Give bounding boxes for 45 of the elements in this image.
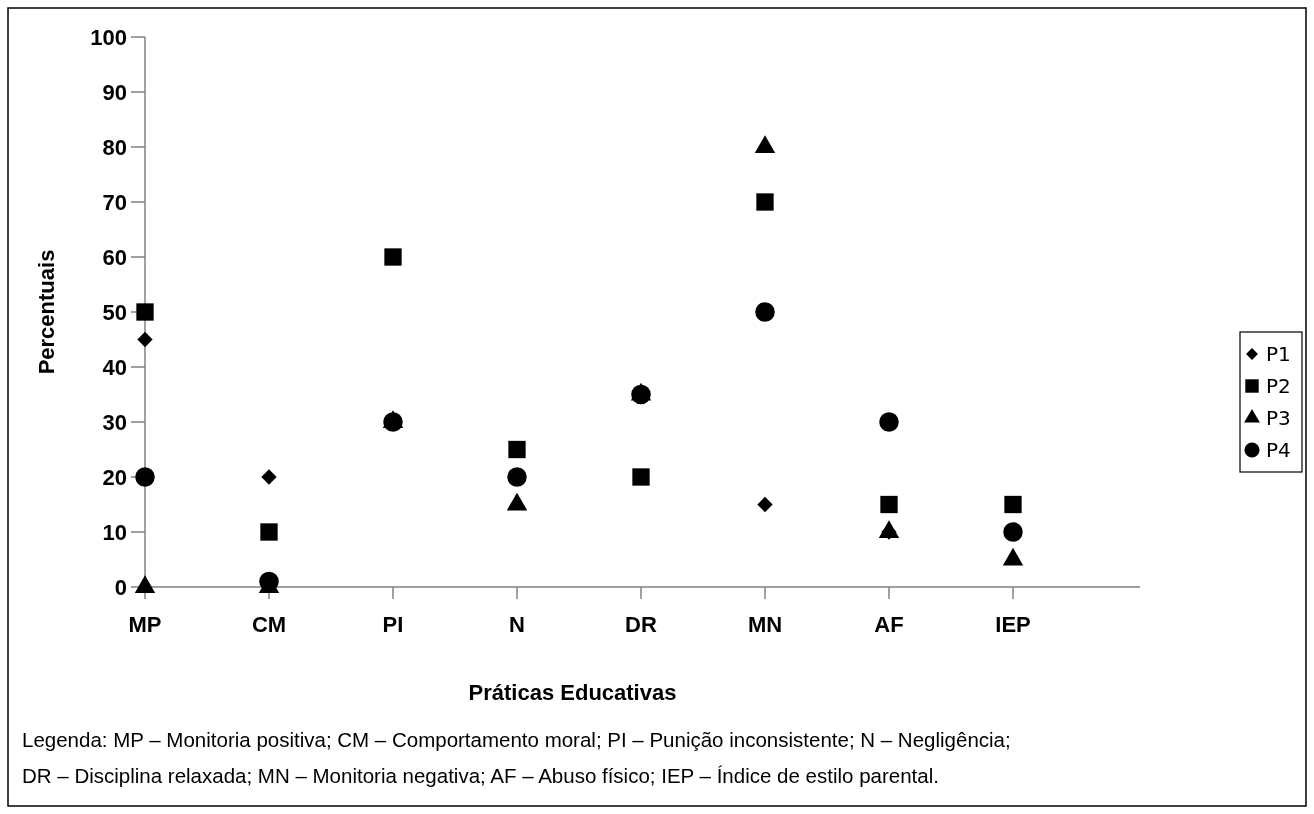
point: [508, 440, 526, 459]
x-tick-label: AF: [874, 612, 904, 637]
point: [135, 467, 155, 487]
x-tick-label: MP: [128, 612, 162, 637]
text: DR – Disciplina relaxada; MN – Monitoria negativa; AF – Abuso físico; IEP – Índice de estilo parental.: [22, 764, 939, 787]
point: [1004, 495, 1022, 514]
y-tick-label: 20: [102, 464, 127, 490]
point: [261, 469, 277, 485]
legend-label: P3: [1266, 406, 1291, 430]
y-tick-label: 0: [114, 574, 127, 600]
point: [632, 468, 650, 486]
point: [384, 248, 402, 266]
point: [136, 303, 154, 321]
x-tick-label: IEP: [995, 612, 1031, 637]
y-tick-label: 10: [102, 519, 127, 545]
y-tick-label: 90: [102, 79, 127, 105]
point: [879, 412, 899, 432]
y-tick-label: 100: [90, 24, 127, 50]
point: [507, 467, 527, 487]
text: Legenda: MP – Monitoria positiva; CM – Comportamento moral; PI – Punição inconsistente; N – Negligência;: [22, 728, 1011, 751]
y-tick-label: 50: [102, 299, 127, 325]
y-axis-title: Percentuais: [34, 249, 59, 375]
point: [880, 495, 898, 514]
point: [757, 496, 773, 513]
point: [755, 302, 775, 322]
legend-label: P1: [1266, 342, 1291, 366]
point: [383, 412, 403, 432]
x-tick-label: CM: [251, 612, 287, 637]
x-tick-label: N: [509, 612, 525, 637]
y-tick-label: 30: [102, 409, 127, 435]
x-axis-title: Práticas Educativas: [468, 680, 677, 705]
point: [260, 523, 278, 541]
legend-label: P4: [1266, 438, 1291, 462]
point: [1003, 522, 1023, 542]
point: [631, 384, 651, 405]
y-tick-label: 40: [102, 354, 127, 380]
x-tick-label: MN: [747, 612, 783, 637]
point: [137, 331, 153, 348]
legend-label: P2: [1266, 374, 1291, 398]
y-tick-label: 80: [102, 134, 127, 160]
x-tick-label: PI: [382, 612, 404, 637]
x-tick-label: DR: [625, 612, 657, 637]
y-tick-label: 70: [102, 189, 127, 215]
y-tick-label: 60: [102, 244, 127, 270]
point: [756, 193, 774, 211]
